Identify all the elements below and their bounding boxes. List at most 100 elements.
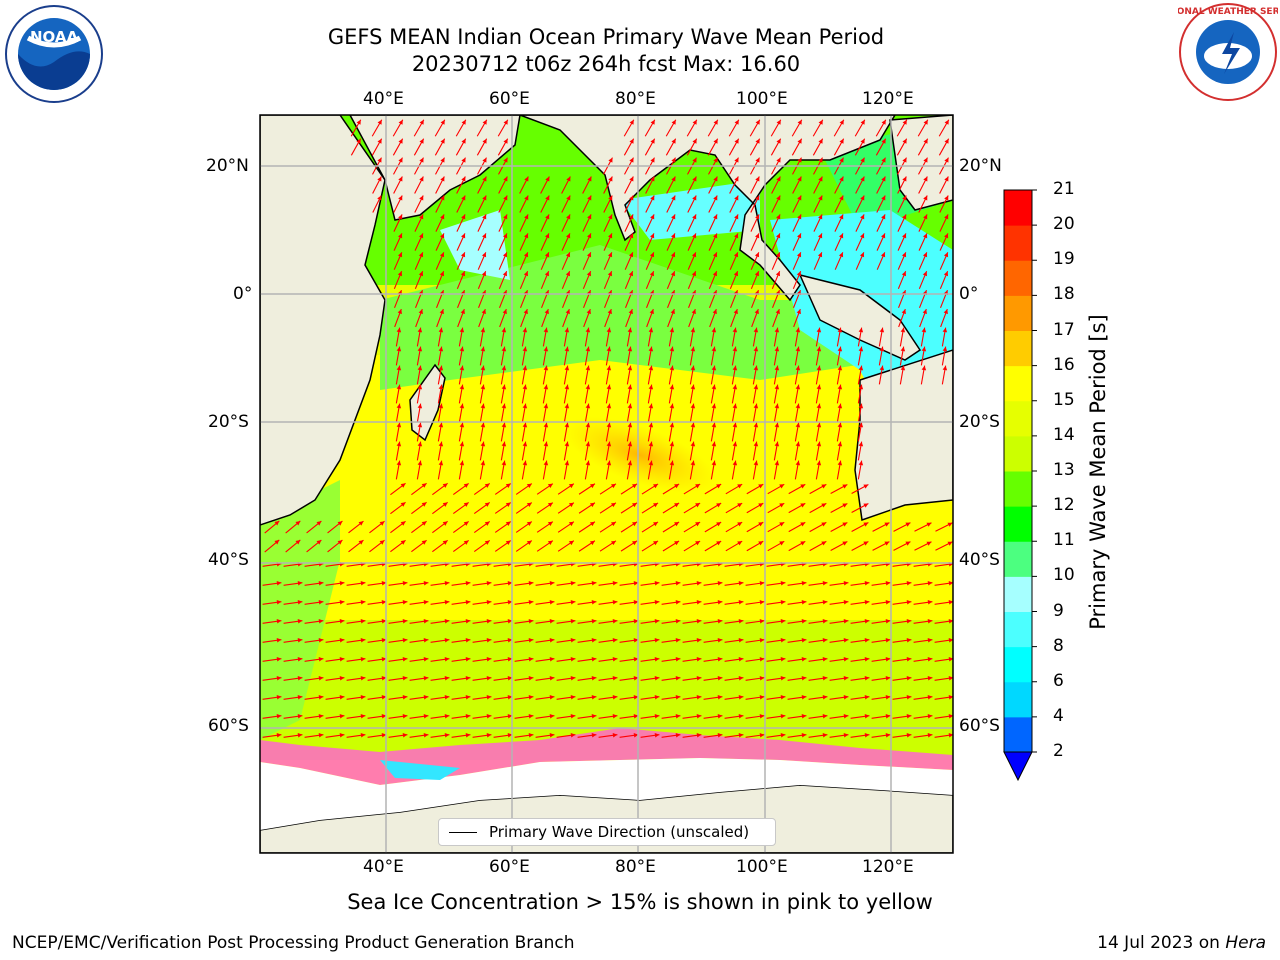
wave-arrow-head [837,365,843,371]
wave-arrow-head [585,422,591,428]
wave-arrow-head [818,233,823,239]
wave-arrow-head [927,695,933,700]
wave-arrow-head [860,157,865,163]
colorbar-swatch [1004,681,1032,718]
wave-arrow-head [654,619,660,624]
wave-arrow-head [439,309,444,315]
wave-arrow-head [501,365,507,371]
wave-arrow-head [502,309,507,315]
wave-arrow-head [905,541,911,546]
wave-arrow-head [759,619,765,624]
colorbar-swatch [1004,611,1032,648]
wave-arrow-head [396,403,402,409]
wave-arrow-head [864,619,870,624]
wave-arrow-head [906,600,912,605]
wave-arrow-head [606,384,612,390]
wave-arrow-head [653,502,659,508]
wave-arrow-head [396,441,402,447]
wave-arrow-head [780,733,786,738]
wave-arrow-head [669,441,675,447]
wave-arrow-head [297,714,303,719]
wave-arrow-head [564,441,570,447]
wave-arrow-head [671,214,676,220]
wave-arrow-head [675,714,681,719]
wave-arrow-head [675,695,681,700]
wave-arrow-head [737,503,743,508]
wave-arrow-head [439,252,445,258]
wave-arrow-head [360,676,366,681]
wave-arrow-head [885,581,891,586]
wave-arrow-head [423,657,429,662]
wave-arrow-head [586,309,591,315]
wave-arrow-head [480,422,486,428]
wave-arrow-head [627,403,633,409]
wave-arrow-head [421,502,427,507]
wave-arrow-head [695,541,701,546]
wave-arrow-head [423,733,429,738]
wave-arrow-head [944,214,949,220]
wave-arrow-head [423,695,429,700]
wave-arrow-head [881,233,886,239]
wave-arrow-head [591,714,597,719]
wave-arrow-head [402,714,408,719]
wave-arrow-head [396,346,402,352]
wave-arrow-head [692,214,697,220]
wave-arrow-head [717,638,723,643]
wave-arrow-head [543,327,549,333]
wave-arrow-head [822,581,828,586]
wave-arrow-head [339,733,345,738]
wave-arrow-head [944,138,949,144]
wave-arrow-head [713,214,718,220]
wave-arrow-head [732,384,738,390]
wave-arrow-head [480,327,486,333]
wave-arrow-head [316,521,322,526]
colorbar-tick-label: 15 [1053,389,1075,410]
wave-arrow-head [610,483,616,489]
wave-arrow-head [713,119,718,125]
wave-arrow-head [423,581,429,586]
wave-arrow-head [818,119,823,125]
wave-arrow-head [774,403,780,409]
wave-arrow-head [732,365,738,371]
wave-arrow-head [816,422,822,428]
wave-arrow-head [775,252,781,258]
wave-arrow-head [690,384,696,390]
wave-arrow-head [775,309,780,315]
colorbar-tick-label: 20 [1053,214,1075,235]
wave-arrow-head [822,695,828,700]
lat-tick-right-1: 20°N [959,156,1002,176]
wave-arrow-head [612,657,618,662]
wave-arrow-head [628,309,633,315]
wave-arrow-head [734,195,739,201]
wave-arrow-head [465,657,471,662]
wave-arrow-head [948,695,953,700]
wave-arrow-head [759,581,765,586]
wave-arrow-head [501,403,507,409]
wave-arrow-head [732,460,738,466]
wave-arrow-head [692,138,697,144]
wave-direction-arrows [262,119,953,738]
wave-arrow-head [837,460,843,466]
wave-arrow-head [858,346,864,352]
wave-arrow-head [419,119,424,125]
wave-arrow-head [711,365,717,371]
wave-arrow-head [564,460,570,466]
wave-arrow-head [923,176,928,182]
wave-arrow-head [522,327,528,333]
wave-arrow-head [379,540,385,545]
wave-arrow-head [818,176,823,182]
wave-arrow-head [923,233,928,239]
wave-arrow-head [570,714,576,719]
wave-arrow-head [780,676,786,681]
wave-arrow-head [633,600,639,605]
wave-arrow-head [863,541,869,546]
wave-arrow-head [570,657,576,662]
wave-arrow-head [776,214,781,220]
colorbar-swatch [1004,330,1032,367]
wave-arrow-head [547,502,553,508]
wave-arrow-head [402,676,408,681]
wave-arrow-head [734,176,739,182]
wave-arrow-head [754,271,760,277]
wave-arrow-head [503,176,508,182]
colorbar-tick-label: 17 [1053,319,1075,340]
